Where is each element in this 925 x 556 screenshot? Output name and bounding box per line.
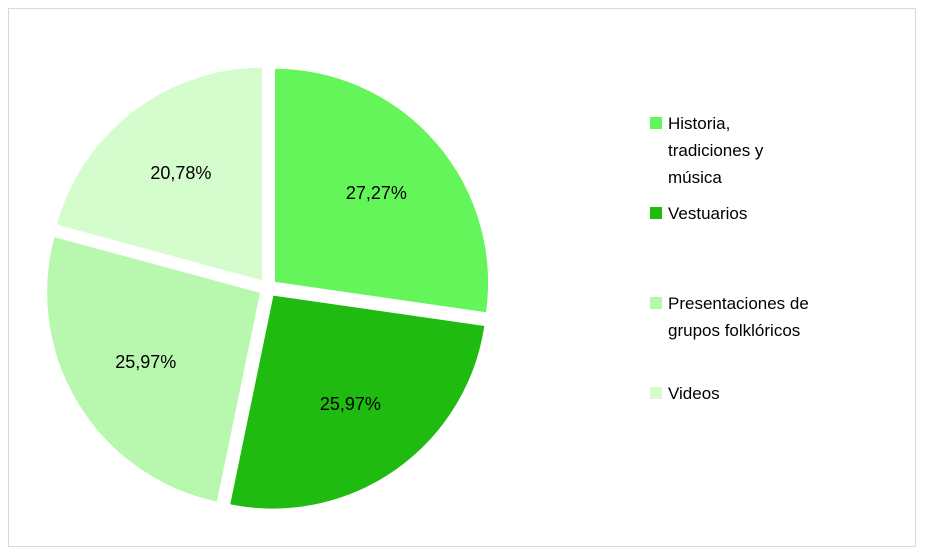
legend-item: Historia, tradiciones y música: [650, 110, 810, 191]
data-label: 25,97%: [320, 394, 381, 414]
legend-swatch: [650, 387, 662, 399]
chart-frame: [8, 8, 916, 547]
pie-slice: [273, 66, 490, 315]
legend-swatch: [650, 117, 662, 129]
pie-slice: [45, 234, 263, 504]
pie-slice: [227, 293, 487, 511]
legend-label: Videos: [668, 384, 720, 403]
pie-slice: [54, 65, 265, 283]
legend-item: Videos: [650, 380, 810, 407]
data-label: 25,97%: [115, 352, 176, 372]
data-label: 20,78%: [150, 163, 211, 183]
data-label: 27,27%: [346, 183, 407, 203]
legend-item: Presentaciones de grupos folklóricos: [650, 290, 810, 344]
legend-swatch: [650, 207, 662, 219]
legend-label: Historia, tradiciones y música: [668, 114, 764, 187]
legend-swatch: [650, 297, 662, 309]
legend-item: Vestuarios: [650, 200, 810, 227]
legend-label: Presentaciones de grupos folklóricos: [668, 294, 809, 340]
legend-label: Vestuarios: [668, 204, 748, 223]
